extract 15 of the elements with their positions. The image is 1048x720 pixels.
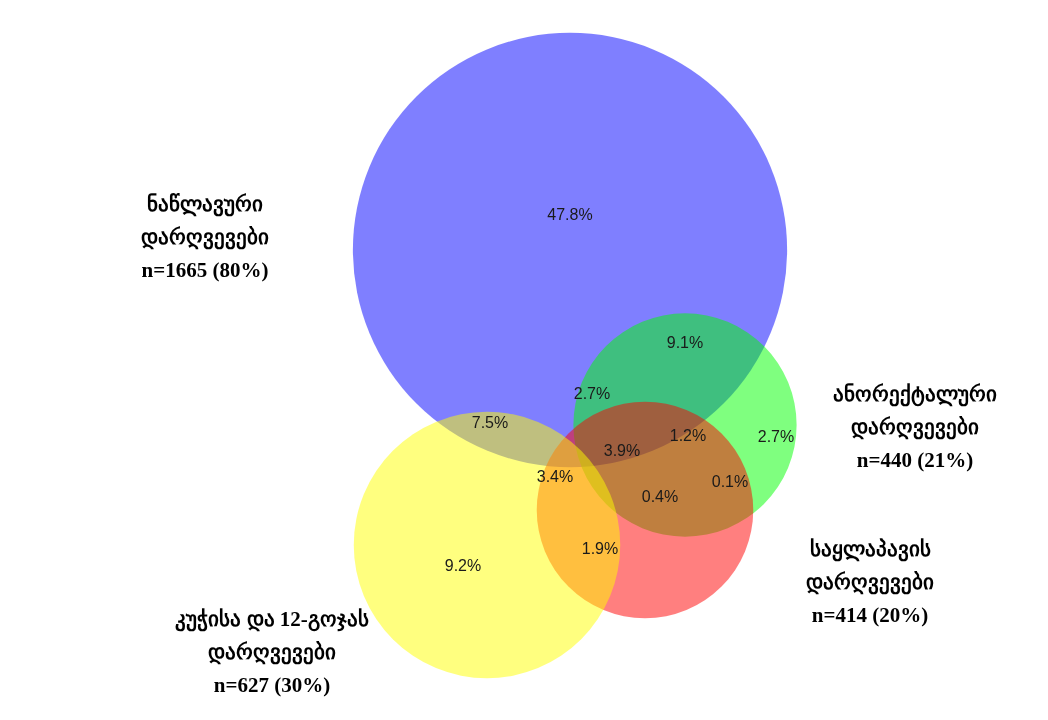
- text: 1.2%: [669, 427, 707, 444]
- text: 3.4%: [536, 468, 574, 485]
- text: 2.7%: [757, 428, 795, 445]
- text: 3.9%: [603, 442, 641, 459]
- text: 1.9%: [581, 540, 619, 557]
- text: 9.2%: [444, 557, 482, 574]
- data-label: n=440 (21%): [856, 448, 974, 472]
- text: 47.8%: [547, 206, 593, 223]
- text: 9.1%: [666, 334, 704, 351]
- text: 0.1%: [711, 473, 749, 490]
- text: 7.5%: [471, 414, 509, 431]
- text: 0.4%: [641, 488, 679, 505]
- data-label: n=1665 (80%): [141, 258, 269, 282]
- data-label: n=627 (30%): [213, 673, 331, 697]
- data-label: n=414 (20%): [811, 603, 929, 627]
